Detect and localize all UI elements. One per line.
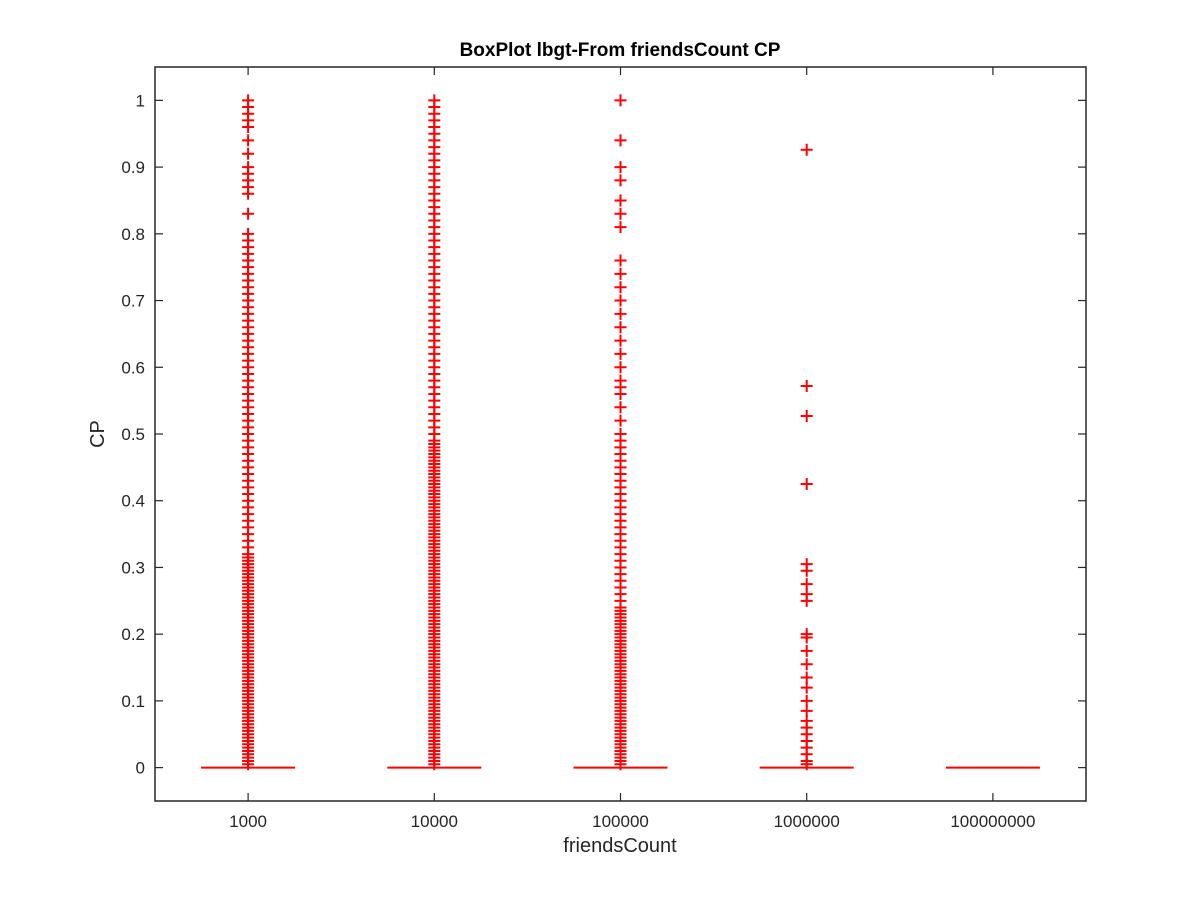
outlier-marker bbox=[242, 207, 255, 220]
outlier-marker bbox=[614, 174, 627, 187]
outliers-1000000 bbox=[800, 143, 813, 771]
outlier-marker bbox=[800, 588, 813, 601]
outlier-layer bbox=[242, 94, 813, 771]
y-axis-label: CP bbox=[87, 420, 109, 448]
x-tick-label: 1000000 bbox=[774, 812, 840, 831]
outlier-marker bbox=[800, 694, 813, 707]
y-tick-label: 1 bbox=[136, 91, 145, 110]
outlier-marker bbox=[614, 134, 627, 147]
y-tick-label: 0.3 bbox=[121, 558, 145, 577]
outlier-marker bbox=[800, 704, 813, 717]
chart-title: BoxPlot lbgt-From friendsCount CP bbox=[460, 40, 781, 61]
outlier-marker bbox=[242, 147, 255, 160]
outlier-marker bbox=[800, 478, 813, 491]
outlier-marker bbox=[614, 374, 627, 387]
outlier-marker bbox=[614, 321, 627, 334]
outlier-marker bbox=[614, 281, 627, 294]
outlier-marker bbox=[800, 628, 813, 641]
outlier-marker bbox=[800, 558, 813, 571]
y-tick-label: 0 bbox=[136, 759, 145, 778]
outlier-marker bbox=[614, 414, 627, 427]
outlier-marker bbox=[614, 294, 627, 307]
outlier-marker bbox=[428, 94, 441, 107]
y-tick-label: 0.2 bbox=[121, 625, 145, 644]
outlier-marker bbox=[614, 254, 627, 267]
y-tick-label: 0.7 bbox=[121, 292, 145, 311]
outlier-marker bbox=[614, 334, 627, 347]
x-axis-ticks: 1000 10000 100000 1000000 100000000 bbox=[229, 67, 1035, 831]
outlier-marker bbox=[614, 347, 627, 360]
outliers-100000 bbox=[614, 94, 627, 771]
outlier-marker bbox=[800, 671, 813, 684]
y-tick-label: 0.6 bbox=[121, 358, 145, 377]
y-tick-label: 0.8 bbox=[121, 225, 145, 244]
outlier-marker bbox=[614, 207, 627, 220]
outlier-marker bbox=[800, 143, 813, 156]
outlier-marker bbox=[242, 134, 255, 147]
outlier-marker bbox=[242, 227, 255, 240]
y-tick-label: 0.5 bbox=[121, 425, 145, 444]
outlier-marker bbox=[614, 94, 627, 107]
y-axis-ticks: 0 0.1 0.2 0.3 0.4 0.5 0.6 0.7 0.8 0.9 1 bbox=[121, 91, 1086, 778]
outlier-marker bbox=[242, 161, 255, 174]
x-tick-label: 1000 bbox=[229, 812, 267, 831]
y-tick-label: 0.1 bbox=[121, 692, 145, 711]
outlier-marker bbox=[614, 194, 627, 207]
outlier-marker bbox=[800, 681, 813, 694]
outlier-marker bbox=[614, 221, 627, 234]
x-axis-label: friendsCount bbox=[563, 835, 677, 857]
outliers-1000 bbox=[242, 94, 255, 771]
outlier-marker bbox=[614, 428, 627, 440]
x-tick-label: 100000000 bbox=[950, 812, 1035, 831]
outlier-marker bbox=[800, 658, 813, 671]
outlier-marker bbox=[614, 401, 627, 414]
y-tick-label: 0.4 bbox=[121, 492, 145, 511]
x-tick-label: 10000 bbox=[411, 812, 458, 831]
outliers-10000 bbox=[428, 94, 441, 771]
y-tick-label: 0.9 bbox=[121, 158, 145, 177]
outlier-marker bbox=[242, 94, 255, 107]
outlier-marker bbox=[614, 361, 627, 374]
outlier-marker bbox=[800, 379, 813, 392]
x-tick-label: 100000 bbox=[592, 812, 649, 831]
outlier-marker bbox=[614, 307, 627, 320]
outlier-marker bbox=[800, 409, 813, 422]
outlier-marker bbox=[800, 714, 813, 727]
outlier-marker bbox=[614, 161, 627, 174]
outlier-marker bbox=[800, 644, 813, 657]
outlier-marker bbox=[614, 267, 627, 280]
outlier-marker bbox=[800, 578, 813, 591]
